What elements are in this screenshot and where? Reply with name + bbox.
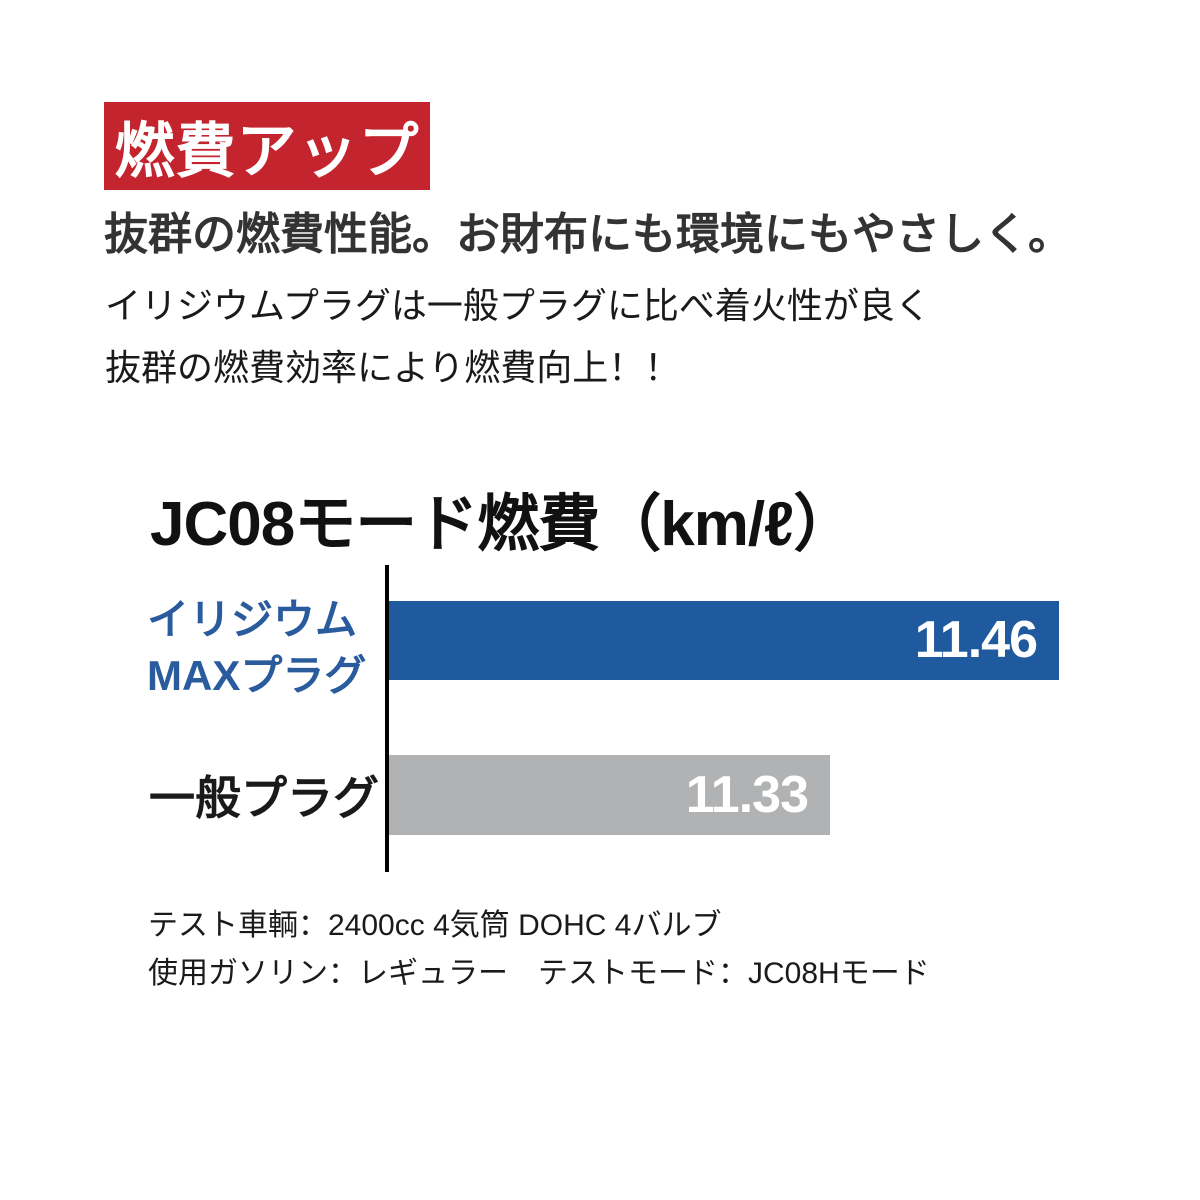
bar-standard-plug: 11.33 [389,755,830,835]
test-conditions-line-1: テスト車輌：2400cc 4気筒 DOHC 4バルブ [148,909,722,942]
bar-value-standard-plug: 11.33 [685,766,809,824]
bar-label-iridium-max-line1: イリジウム [147,596,358,643]
bar-label-iridium-max: イリジウム MAXプラグ [147,592,366,704]
fuel-up-badge-label: 燃費アップ [114,117,420,185]
headline: 抜群の燃費性能。お財布にも環境にもやさしく。 [104,210,1072,259]
y-axis-line [385,565,389,872]
bar-label-standard-plug-text: 一般プラグ [149,772,379,824]
test-conditions: テスト車輌：2400cc 4気筒 DOHC 4バルブ 使用ガソリン：レギュラー … [148,902,930,998]
description-line-1: イリジウムプラグは一般プラグに比べ着火性が良く [105,285,931,326]
bar-label-iridium-max-line2: MAXプラグ [147,652,367,699]
bar-iridium-max: 11.46 [389,601,1059,680]
bar-label-standard-plug: 一般プラグ [149,755,379,835]
fuel-up-badge: 燃費アップ [104,102,430,190]
bar-value-iridium-max: 11.46 [914,611,1038,669]
description-line-2: 抜群の燃費効率により燃費向上！！ [105,347,681,388]
chart-title: JC08モード燃費（km/ℓ） [150,490,855,559]
test-conditions-line-2: 使用ガソリン：レギュラー テストモード：JC08Hモード [148,957,930,990]
